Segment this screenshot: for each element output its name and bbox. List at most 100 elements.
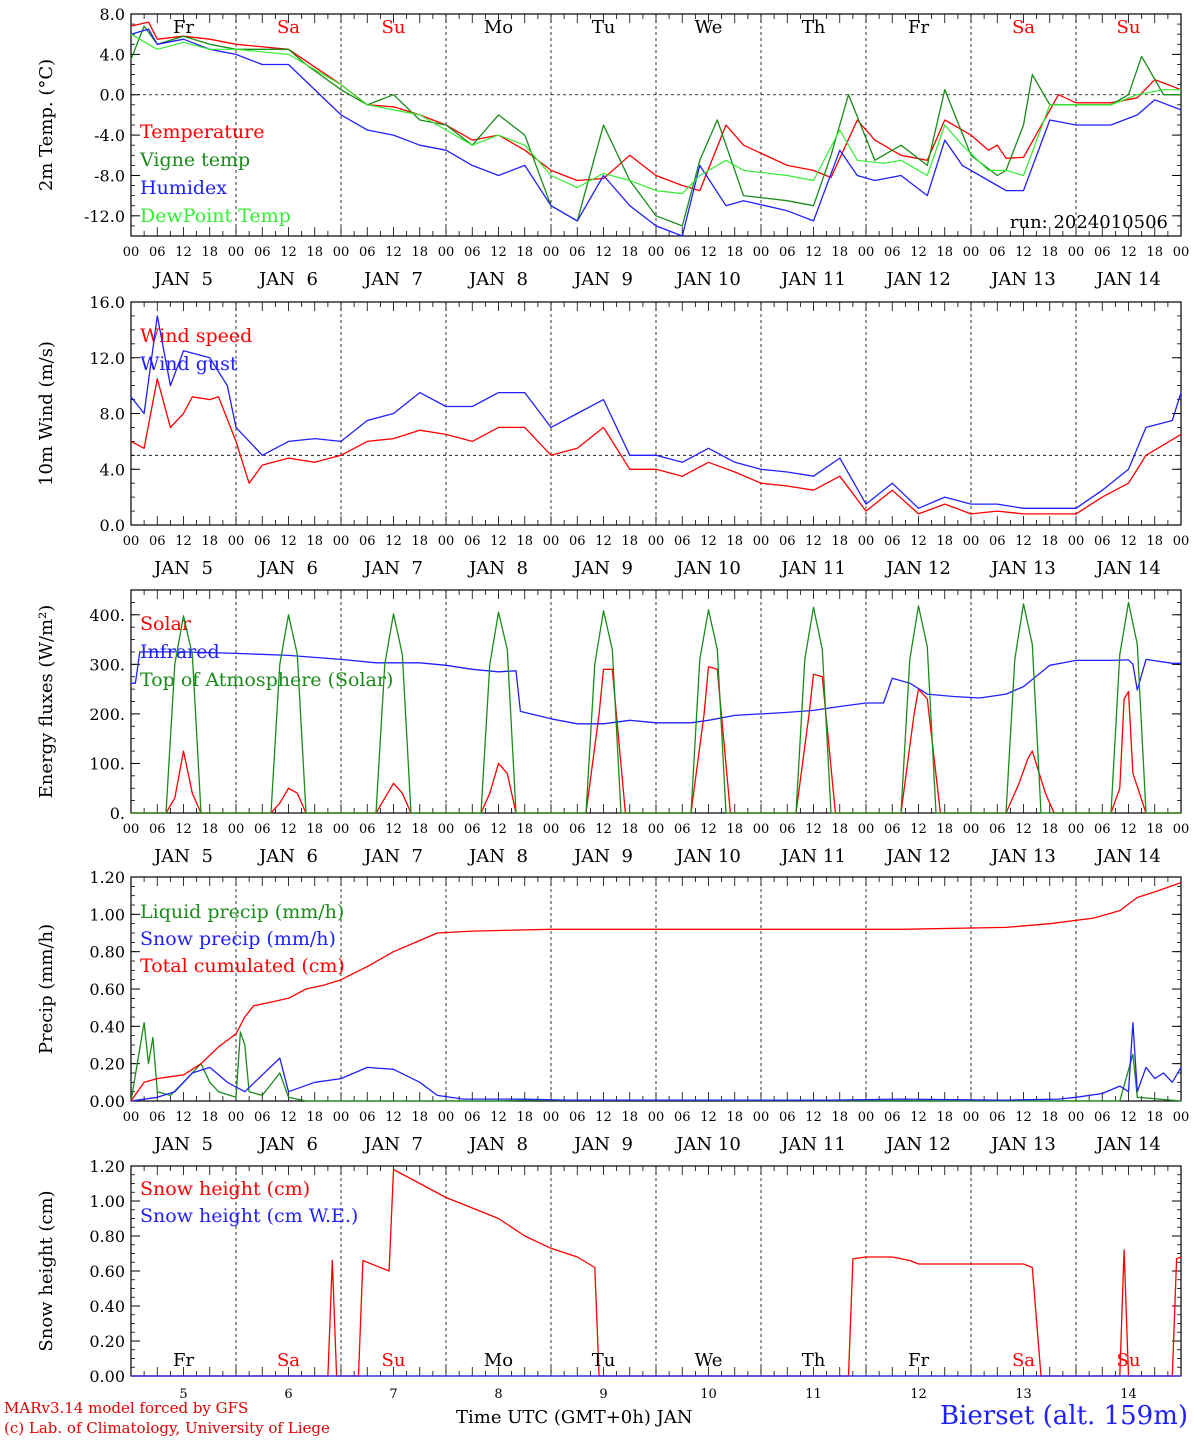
hour-tick-label: 18 [516,1110,533,1125]
hour-tick-label: 12 [1015,822,1032,837]
hour-tick-label: 12 [385,1110,402,1125]
hour-tick-label: 06 [779,1110,796,1125]
hour-tick-label: 00 [648,245,665,260]
hour-tick-label: 06 [674,822,691,837]
hour-tick-label: 12 [1015,245,1032,260]
y-tick-label: 0.40 [89,1297,125,1316]
hour-tick-label: 12 [490,822,507,837]
hour-tick-label: 12 [385,534,402,549]
day-number-label: 12 [910,1387,927,1400]
hour-tick-label: 00 [963,245,980,260]
hour-tick-label: 12 [1015,534,1032,549]
day-label: JAN 14 [1094,269,1161,290]
y-axis-label: Precip (mm/h) [36,924,57,1054]
hour-tick-label: 12 [700,1110,717,1125]
hour-tick-label: 00 [123,822,140,837]
legend-entry: Solar [140,613,192,635]
hour-tick-label: 06 [254,1110,271,1125]
day-label: JAN 12 [884,1134,951,1155]
hour-tick-label: 18 [936,245,953,260]
hour-tick-label: 18 [411,822,428,837]
hour-tick-label: 00 [333,822,350,837]
hour-tick-label: 18 [1041,1110,1058,1125]
hour-tick-label: 12 [280,822,297,837]
hour-tick-label: 12 [175,822,192,837]
hour-tick-label: 06 [569,822,586,837]
hour-tick-label: 18 [831,245,848,260]
hour-tick-label: 00 [438,1110,455,1125]
legend-entry: Snow height (cm) [140,1178,310,1200]
hour-tick-label: 06 [779,822,796,837]
hour-tick-label: 06 [989,534,1006,549]
y-tick-label: 16.0 [89,293,125,312]
hour-tick-label: 12 [805,534,822,549]
hour-tick-label: 06 [884,1110,901,1125]
hour-tick-label: 00 [753,245,770,260]
hour-tick-label: 12 [1015,1110,1032,1125]
hour-tick-label: 12 [700,822,717,837]
hour-tick-label: 06 [254,245,271,260]
hour-tick-label: 18 [1146,534,1163,549]
day-label: JAN 9 [572,558,633,579]
day-label: JAN 5 [152,846,213,867]
day-label: JAN 12 [884,846,951,867]
weekday-label: Su [1117,1350,1141,1371]
weekday-label: Fr [908,1350,929,1371]
weekday-label: Th [802,17,826,38]
day-label: JAN 8 [467,846,528,867]
y-axis-label: 10m Wind (m/s) [36,341,57,486]
weekday-label: Th [802,1350,826,1371]
hour-tick-label: 06 [464,245,481,260]
hour-tick-label: 18 [1146,245,1163,260]
hour-tick-label: 12 [490,534,507,549]
hour-tick-label: 18 [411,1110,428,1125]
y-tick-label: 200. [89,705,125,724]
day-number-label: 11 [805,1387,822,1400]
y-axis-label: Snow height (cm) [36,1190,57,1351]
hour-tick-label: 12 [175,1110,192,1125]
y-tick-label: 300. [89,655,125,674]
day-label: JAN 6 [257,846,318,867]
x-axis-title: Time UTC (GMT+0h) JAN [456,1407,693,1428]
day-label: JAN 5 [152,1134,213,1155]
hour-tick-label: 18 [201,1110,218,1125]
hour-tick-label: 00 [753,822,770,837]
weekday-label: Sa [277,1350,300,1371]
weekday-label: Su [382,17,406,38]
day-label: JAN 13 [989,1134,1056,1155]
series-line [131,651,1181,725]
day-label: JAN 5 [152,269,213,290]
hour-tick-label: 06 [1094,822,1111,837]
day-label: JAN 14 [1094,846,1161,867]
day-label: JAN 8 [467,1134,528,1155]
series-line [130,25,1181,227]
hour-tick-label: 06 [359,822,376,837]
hour-tick-label: 18 [831,822,848,837]
weekday-label: We [695,17,723,38]
hour-tick-label: 06 [674,1110,691,1125]
weekday-label: Mo [484,1350,513,1371]
day-label: JAN 14 [1094,1134,1161,1155]
y-tick-label: 400. [89,606,125,625]
hour-tick-label: 12 [595,245,612,260]
legend-entry: Snow precip (mm/h) [140,928,336,950]
hour-tick-label: 12 [595,534,612,549]
hour-tick-label: 00 [1173,1110,1190,1125]
hour-tick-label: 06 [464,1110,481,1125]
day-label: JAN 13 [989,846,1056,867]
hour-tick-label: 00 [1068,245,1085,260]
day-label: JAN 6 [257,269,318,290]
hour-tick-label: 18 [306,822,323,837]
hour-tick-label: 12 [910,534,927,549]
hour-tick-label: 12 [805,1110,822,1125]
hour-tick-label: 06 [254,822,271,837]
hour-tick-label: 00 [648,822,665,837]
hour-tick-label: 18 [1041,534,1058,549]
hour-tick-label: 00 [963,534,980,549]
weekday-label: Fr [173,1350,194,1371]
hour-tick-label: 18 [621,822,638,837]
hour-tick-label: 06 [149,245,166,260]
hour-tick-label: 00 [963,1110,980,1125]
hour-tick-label: 18 [1146,822,1163,837]
hour-tick-label: 18 [201,245,218,260]
